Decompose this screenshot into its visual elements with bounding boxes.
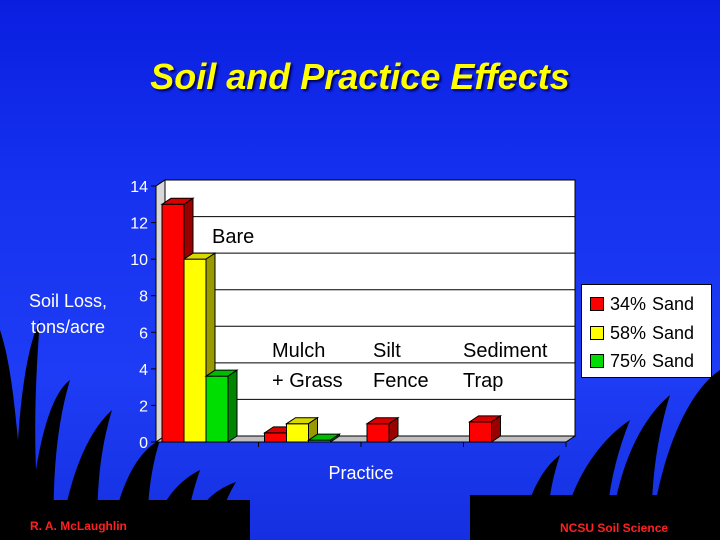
legend-label: Sand <box>652 293 695 314</box>
chart-legend: 34% Sand 58% Sand 75% Sand <box>581 284 712 378</box>
bar-34-sand <box>469 421 492 443</box>
bar-58-sand <box>183 258 207 443</box>
category-label: Sediment <box>463 340 548 362</box>
category-label: Silt <box>373 340 401 362</box>
legend-item-75-sand: 75% Sand <box>590 351 694 371</box>
y-axis-label-line-1: Soil Loss, <box>28 291 108 311</box>
bar-75-sand <box>205 375 229 443</box>
bar-side <box>227 369 238 443</box>
bar-34-sand <box>264 432 287 443</box>
y-tick-label: 12 <box>130 216 148 233</box>
bar-34-sand <box>366 423 390 443</box>
y-axis-label-line-2: tons/acre <box>30 317 106 337</box>
y-tick-label: 14 <box>130 179 148 196</box>
bar-side <box>388 416 399 443</box>
legend-item-34-sand: 34% Sand <box>590 294 694 314</box>
y-tick-label: 0 <box>139 435 148 452</box>
legend-item-58-sand: 58% Sand <box>590 323 694 343</box>
legend-pct: 75% <box>610 350 647 371</box>
legend-swatch-green <box>590 354 604 368</box>
x-axis-label: Practice <box>328 463 393 483</box>
bar-side <box>491 414 501 443</box>
y-tick-label: 6 <box>139 325 148 342</box>
y-tick-label: 10 <box>130 252 148 269</box>
bar-34-sand <box>161 203 185 443</box>
category-label: + Grass <box>272 370 343 392</box>
slide-title: Soil and Practice Effects <box>150 56 570 97</box>
footer-author: R. A. McLaughlin <box>30 519 127 533</box>
category-label: Mulch <box>272 340 325 362</box>
category-label: Fence <box>373 370 429 392</box>
legend-pct: 34% <box>610 293 647 314</box>
y-tick-label: 4 <box>139 362 148 379</box>
category-label: Trap <box>463 370 503 392</box>
bar-side <box>330 433 340 443</box>
footer-organization: NCSU Soil Science <box>560 521 669 535</box>
legend-swatch-red <box>590 297 604 311</box>
bar-58-sand <box>286 423 309 443</box>
y-tick-label: 8 <box>139 289 148 306</box>
y-tick-label: 2 <box>139 398 148 415</box>
category-label: Bare <box>212 226 254 248</box>
y-axis-label: Soil Loss, tons/acre <box>8 288 128 340</box>
legend-pct: 58% <box>610 322 647 343</box>
legend-label: Sand <box>652 350 695 371</box>
legend-swatch-yellow <box>590 326 604 340</box>
legend-label: Sand <box>652 322 695 343</box>
